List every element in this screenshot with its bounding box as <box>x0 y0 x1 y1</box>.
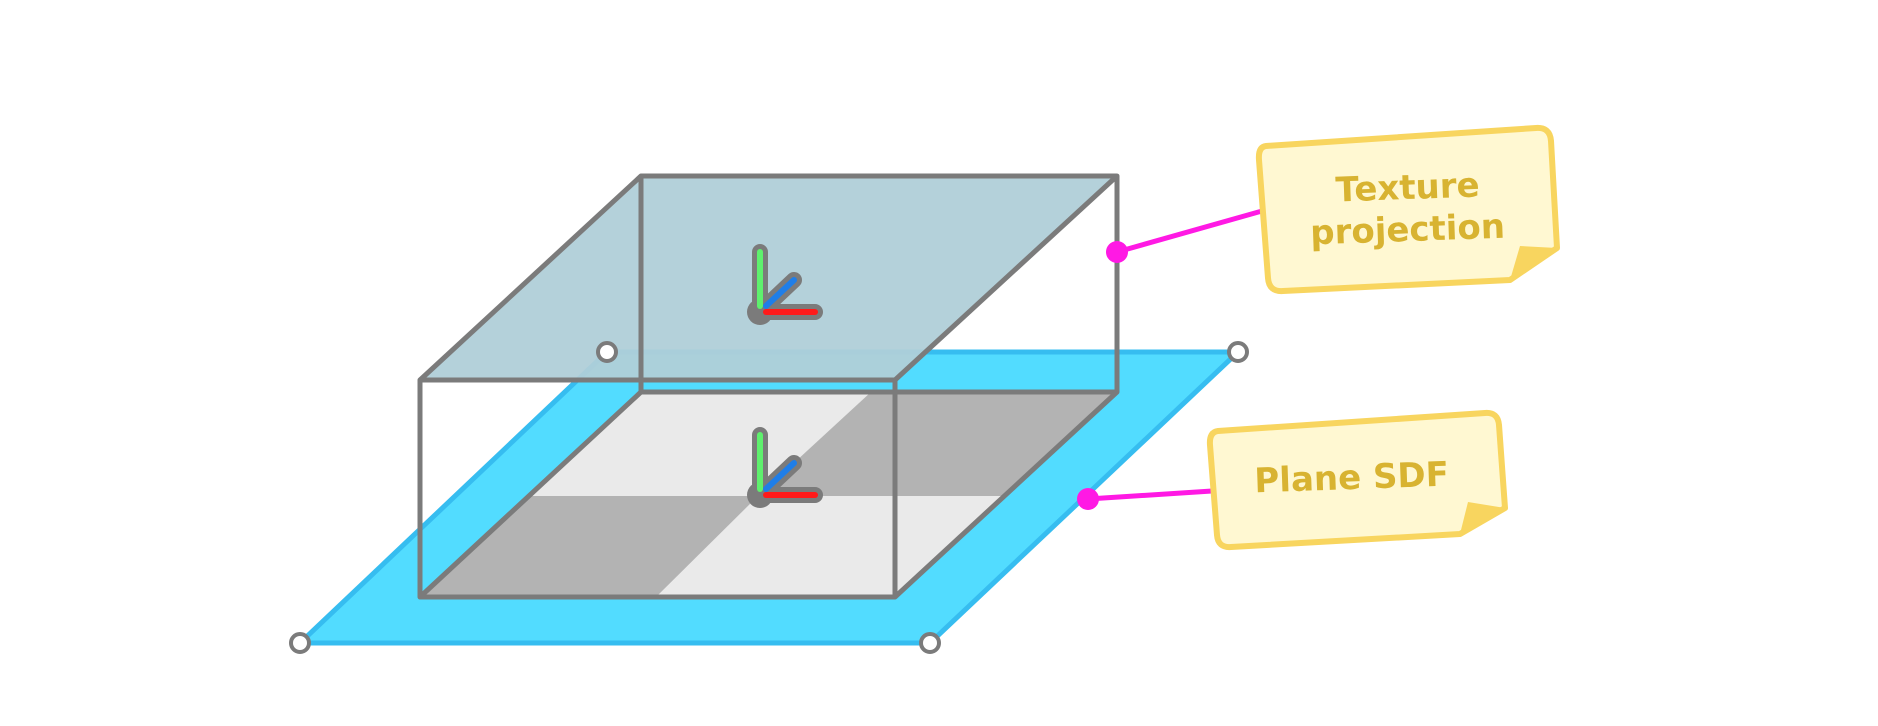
plane-sdf-connector <box>1077 488 1213 510</box>
box-top-face <box>420 176 1117 380</box>
texture-projection-label-line1: Texture <box>1335 166 1480 211</box>
texture-projection-connector <box>1106 208 1263 263</box>
circle-handle-icon[interactable] <box>289 632 311 654</box>
box-wireframe <box>417 173 1120 600</box>
plane-sdf-label: Plane SDF <box>1254 455 1450 502</box>
axis-z <box>763 460 797 492</box>
texture-projection-label-line2: projection <box>1310 207 1506 254</box>
circle-handle-icon[interactable] <box>919 632 941 654</box>
circle-handle-icon[interactable] <box>1227 341 1249 363</box>
axis-z <box>763 277 797 309</box>
xyz-axes-icon <box>747 427 823 508</box>
circle-handle-icon[interactable] <box>596 341 618 363</box>
xyz-axes-icon <box>747 244 823 325</box>
checker-dark-back-right <box>758 392 1117 496</box>
plane-sdf-note: Plane SDF <box>1206 409 1508 551</box>
texture-projection-note: Texture projection <box>1255 124 1560 295</box>
plane-handles[interactable] <box>289 341 1249 654</box>
